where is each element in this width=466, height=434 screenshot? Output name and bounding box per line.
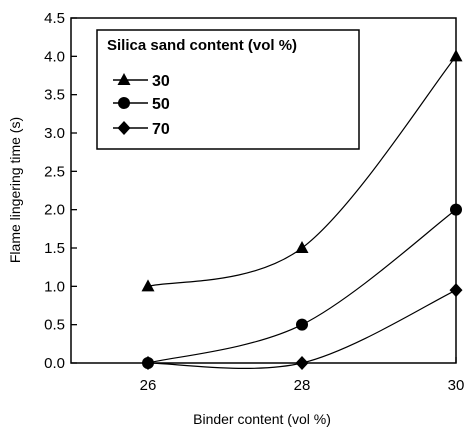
data-point-triangle <box>449 49 463 62</box>
y-tick-label: 1.0 <box>44 278 65 295</box>
y-tick-label: 0.5 <box>44 317 65 334</box>
data-point-diamond <box>449 283 463 298</box>
y-axis-ticks: 0.0 0.5 1.0 1.5 2.0 2.5 3.0 3.5 4.0 4.5 <box>44 10 77 372</box>
legend-label: 70 <box>152 121 170 138</box>
data-point-triangle <box>295 241 309 253</box>
data-point-diamond <box>295 356 309 370</box>
legend-box <box>96 29 360 150</box>
legend-marker-circle <box>118 97 130 109</box>
legend-marker-triangle <box>117 73 131 85</box>
y-tick-label: 2.0 <box>44 202 65 219</box>
y-tick-label: 3.5 <box>44 87 65 104</box>
series-markers <box>141 49 463 370</box>
legend-title: Silica sand content (vol %) <box>107 37 297 54</box>
legend-label: 30 <box>152 73 170 90</box>
x-tick-label: 26 <box>140 377 157 394</box>
series-line-50 <box>147 209 457 364</box>
data-point-triangle <box>141 279 155 292</box>
y-tick-label: 2.5 <box>44 163 65 180</box>
legend-label: 50 <box>152 96 170 113</box>
data-point-diamond <box>141 356 155 370</box>
x-axis-label: Binder content (vol %) <box>193 411 331 427</box>
y-tick-label: 0.0 <box>44 355 65 372</box>
data-point-circle <box>296 318 308 331</box>
series-line-30 <box>147 55 457 287</box>
x-axis-ticks: 26 28 30 <box>140 357 465 394</box>
data-point-circle <box>450 203 462 216</box>
y-tick-label: 1.5 <box>44 240 65 257</box>
legend-marker-diamond <box>117 121 131 135</box>
x-tick-label: 30 <box>448 377 465 394</box>
x-tick-label: 28 <box>294 377 311 394</box>
y-tick-label: 4.0 <box>44 48 65 65</box>
legend-entries: 30 50 70 <box>113 73 170 138</box>
y-axis-label: Flame lingering time (s) <box>7 117 23 263</box>
y-tick-label: 3.0 <box>44 125 65 142</box>
y-tick-label: 4.5 <box>44 10 65 27</box>
plot-frame <box>70 17 457 364</box>
